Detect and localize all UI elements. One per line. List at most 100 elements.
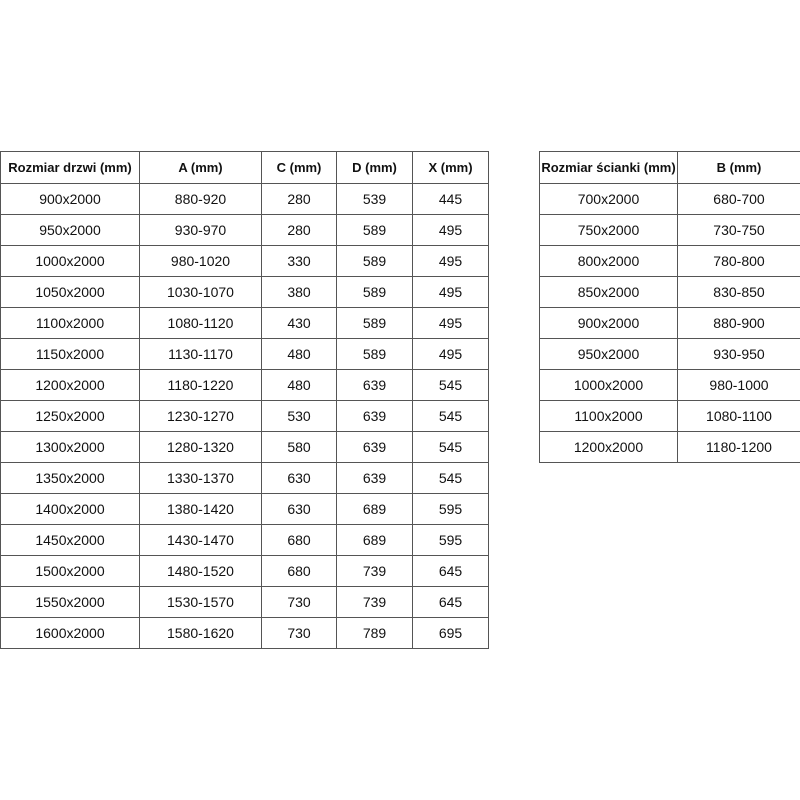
table-row: 1000x2000 980-1000 (539, 369, 800, 401)
table-row: 1350x2000 1330-1370 630 639 545 (0, 462, 489, 494)
table-cell: 689 (336, 524, 413, 556)
table-cell: 930-950 (677, 338, 800, 370)
table-cell: 689 (336, 493, 413, 525)
table-cell: 680-700 (677, 183, 800, 215)
table-cell: 330 (261, 245, 337, 277)
table-cell: 1080-1100 (677, 400, 800, 432)
table-cell: 595 (412, 493, 489, 525)
table-cell: 530 (261, 400, 337, 432)
table-row: 900x2000 880-920 280 539 445 (0, 183, 489, 215)
table-row: 1600x2000 1580-1620 730 789 695 (0, 617, 489, 649)
table-cell: 1480-1520 (139, 555, 262, 587)
table-row: 1050x2000 1030-1070 380 589 495 (0, 276, 489, 308)
table-cell: 280 (261, 214, 337, 246)
table-cell: 830-850 (677, 276, 800, 308)
table-cell: 1550x2000 (0, 586, 140, 618)
table-cell: 850x2000 (539, 276, 678, 308)
table-cell: 739 (336, 586, 413, 618)
table-cell: 639 (336, 400, 413, 432)
table-cell: 1450x2000 (0, 524, 140, 556)
table-cell: 589 (336, 214, 413, 246)
table-cell: 900x2000 (0, 183, 140, 215)
table-row: 750x2000 730-750 (539, 214, 800, 246)
column-header: C (mm) (261, 151, 337, 184)
table-cell: 445 (412, 183, 489, 215)
table-row: 800x2000 780-800 (539, 245, 800, 277)
table-cell: 545 (412, 462, 489, 494)
table-row: 950x2000 930-950 (539, 338, 800, 370)
table-cell: 545 (412, 369, 489, 401)
table-cell: 1330-1370 (139, 462, 262, 494)
table-cell: 495 (412, 307, 489, 339)
table-row: 1100x2000 1080-1120 430 589 495 (0, 307, 489, 339)
table-cell: 695 (412, 617, 489, 649)
table-cell: 789 (336, 617, 413, 649)
table-cell: 1150x2000 (0, 338, 140, 370)
table-cell: 730-750 (677, 214, 800, 246)
table-cell: 639 (336, 431, 413, 463)
table-row: 1000x2000 980-1020 330 589 495 (0, 245, 489, 277)
table-cell: 1400x2000 (0, 493, 140, 525)
table-cell: 495 (412, 276, 489, 308)
table-row: 1550x2000 1530-1570 730 739 645 (0, 586, 489, 618)
table-cell: 1050x2000 (0, 276, 140, 308)
column-header: Rozmiar ścianki (mm) (539, 151, 678, 184)
table-cell: 1100x2000 (539, 400, 678, 432)
table-row: 1200x2000 1180-1220 480 639 545 (0, 369, 489, 401)
table-cell: 1180-1200 (677, 431, 800, 463)
table-cell: 900x2000 (539, 307, 678, 339)
table-cell: 589 (336, 276, 413, 308)
table-row: 850x2000 830-850 (539, 276, 800, 308)
table-cell: 780-800 (677, 245, 800, 277)
table-cell: 1000x2000 (539, 369, 678, 401)
table-cell: 380 (261, 276, 337, 308)
table-cell: 1380-1420 (139, 493, 262, 525)
table-cell: 495 (412, 214, 489, 246)
column-header: D (mm) (336, 151, 413, 184)
table-row: 1300x2000 1280-1320 580 639 545 (0, 431, 489, 463)
table-cell: 1030-1070 (139, 276, 262, 308)
table-cell: 1280-1320 (139, 431, 262, 463)
table-cell: 750x2000 (539, 214, 678, 246)
table-cell: 1500x2000 (0, 555, 140, 587)
table-cell: 880-900 (677, 307, 800, 339)
table-cell: 495 (412, 338, 489, 370)
table-cell: 1200x2000 (0, 369, 140, 401)
table-cell: 645 (412, 555, 489, 587)
table-cell: 280 (261, 183, 337, 215)
table-cell: 630 (261, 462, 337, 494)
table-cell: 1580-1620 (139, 617, 262, 649)
table-cell: 589 (336, 245, 413, 277)
table-cell: 639 (336, 462, 413, 494)
table-cell: 700x2000 (539, 183, 678, 215)
table-cell: 589 (336, 338, 413, 370)
table-row: 1150x2000 1130-1170 480 589 495 (0, 338, 489, 370)
table-row: 1200x2000 1180-1200 (539, 431, 800, 463)
table-row: 1100x2000 1080-1100 (539, 400, 800, 432)
table-cell: 1000x2000 (0, 245, 140, 277)
table-cell: 645 (412, 586, 489, 618)
table-cell: 539 (336, 183, 413, 215)
table-cell: 430 (261, 307, 337, 339)
table-cell: 1600x2000 (0, 617, 140, 649)
table-row: 1400x2000 1380-1420 630 689 595 (0, 493, 489, 525)
header-row: Rozmiar ścianki (mm) B (mm) (539, 151, 800, 184)
table-cell: 480 (261, 369, 337, 401)
table-row: 1500x2000 1480-1520 680 739 645 (0, 555, 489, 587)
table-cell: 730 (261, 586, 337, 618)
table-cell: 800x2000 (539, 245, 678, 277)
table-cell: 1250x2000 (0, 400, 140, 432)
table-cell: 680 (261, 524, 337, 556)
table-cell: 950x2000 (0, 214, 140, 246)
table-cell: 1300x2000 (0, 431, 140, 463)
table-cell: 1080-1120 (139, 307, 262, 339)
table-cell: 739 (336, 555, 413, 587)
table-cell: 589 (336, 307, 413, 339)
table-cell: 1130-1170 (139, 338, 262, 370)
table-cell: 680 (261, 555, 337, 587)
table-cell: 639 (336, 369, 413, 401)
table-cell: 580 (261, 431, 337, 463)
table-cell: 1530-1570 (139, 586, 262, 618)
table-row: 1450x2000 1430-1470 680 689 595 (0, 524, 489, 556)
table-cell: 1350x2000 (0, 462, 140, 494)
